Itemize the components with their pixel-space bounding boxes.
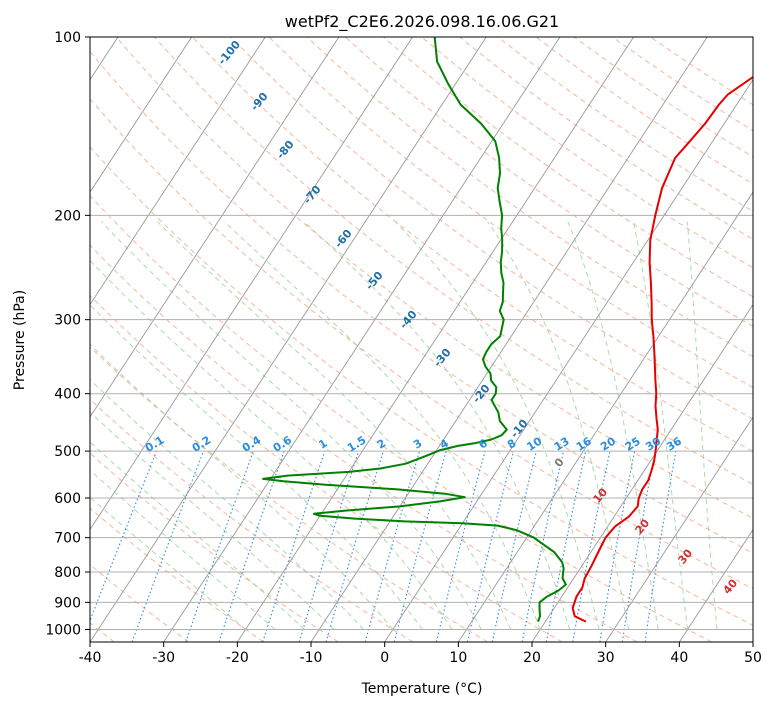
- moist-adiabat-line: [90, 496, 246, 630]
- mixing-ratio-line: [325, 450, 384, 642]
- dry-adiabat-line: [90, 146, 753, 626]
- mixing-ratio-line: [298, 450, 360, 642]
- dewpoint-line: [262, 37, 567, 622]
- moist-adiabat-line: [394, 221, 600, 630]
- isotherm-line: [163, 37, 561, 642]
- dry-adiabat-line: [90, 507, 264, 642]
- chart-title: wetPf2_C2E6.2026.098.16.06.G21: [285, 12, 559, 32]
- x-tick-label: 30: [597, 650, 615, 666]
- isotherm-line: [457, 191, 753, 642]
- dry-adiabat-line: [90, 346, 488, 642]
- x-tick-label: 50: [744, 650, 762, 666]
- y-tick-label: 200: [54, 208, 81, 224]
- x-tick-label: -20: [226, 650, 249, 666]
- dry-adiabat-line: [230, 37, 753, 420]
- mixing-ratio-line: [364, 450, 421, 642]
- y-tick-label: 800: [54, 565, 81, 581]
- isotherm-line: [90, 37, 340, 418]
- isotherm-line: [531, 303, 753, 642]
- mixing-ratio-line: [466, 450, 515, 642]
- y-tick-label: 400: [54, 387, 81, 403]
- x-tick-label: 10: [449, 650, 467, 666]
- y-tick-label: 700: [54, 531, 81, 547]
- x-tick-label: -30: [152, 650, 175, 666]
- dry-adiabat-line: [115, 37, 753, 519]
- mixing-ratio-line: [262, 450, 326, 642]
- mixing-ratio-line: [185, 450, 254, 642]
- y-tick-label: 500: [54, 444, 81, 460]
- mixing-ratio-line: [218, 450, 285, 642]
- isotherm-line: [90, 37, 487, 642]
- moist-adiabat-line: [90, 304, 423, 630]
- moist-adiabat-line: [224, 221, 541, 630]
- grid: [90, 37, 753, 642]
- isotherm-line: [678, 528, 753, 642]
- temperature-line: [571, 75, 753, 623]
- y-axis-label: Pressure (hPa): [12, 290, 28, 390]
- mixing-ratio-line: [644, 451, 677, 642]
- moist-adiabat-line: [90, 343, 394, 630]
- moist-adiabat-line: [487, 221, 630, 630]
- y-tick-label: 1000: [45, 622, 81, 638]
- y-tick-label: 900: [54, 595, 81, 611]
- moist-adiabat-line: [303, 221, 571, 630]
- x-tick-label: 0: [380, 650, 389, 666]
- x-tick-label: -10: [300, 650, 323, 666]
- y-tick-label: 300: [54, 313, 81, 329]
- moist-adiabat-line: [90, 259, 453, 630]
- dry-adiabat-line: [90, 195, 712, 642]
- isotherm-line: [310, 37, 708, 642]
- series-layer: [262, 37, 753, 623]
- isotherm-line: [90, 37, 266, 306]
- isotherm-line: [90, 37, 192, 193]
- plot-frame: [89, 36, 754, 643]
- x-tick-label: 20: [523, 650, 541, 666]
- x-axis-label: Temperature (°C): [361, 681, 483, 697]
- dry-adiabat-line: [382, 37, 753, 298]
- x-tick-label: 40: [670, 650, 688, 666]
- moist-adiabat-line: [90, 379, 364, 630]
- isotherm-line: [90, 37, 413, 531]
- axes: -40 -30 -20 -10 0 10 20 30 40 50 100 200 300 400 500 60…: [45, 30, 762, 666]
- mixing-ratio-line: [521, 450, 565, 642]
- mixing-ratio-line: [90, 450, 158, 623]
- dry-adiabat-line: [306, 37, 753, 358]
- moist-adiabat-line: [90, 441, 305, 630]
- dry-adiabat-line: [192, 37, 753, 452]
- dry-adiabat-line: [90, 294, 563, 642]
- y-tick-label: 600: [54, 491, 81, 507]
- moist-adiabat-line: [686, 221, 718, 630]
- moist-adiabat-line: [90, 469, 276, 630]
- moist-adiabat-line: [567, 221, 659, 630]
- isotherm-line: [384, 78, 753, 642]
- isotherm-line: [605, 416, 753, 642]
- x-tick-label: -40: [79, 650, 102, 666]
- isotherm-line: [236, 37, 634, 642]
- moist-adiabat-line: [157, 221, 512, 630]
- mixing-ratio-line: [435, 450, 486, 642]
- y-tick-label: 100: [54, 30, 81, 46]
